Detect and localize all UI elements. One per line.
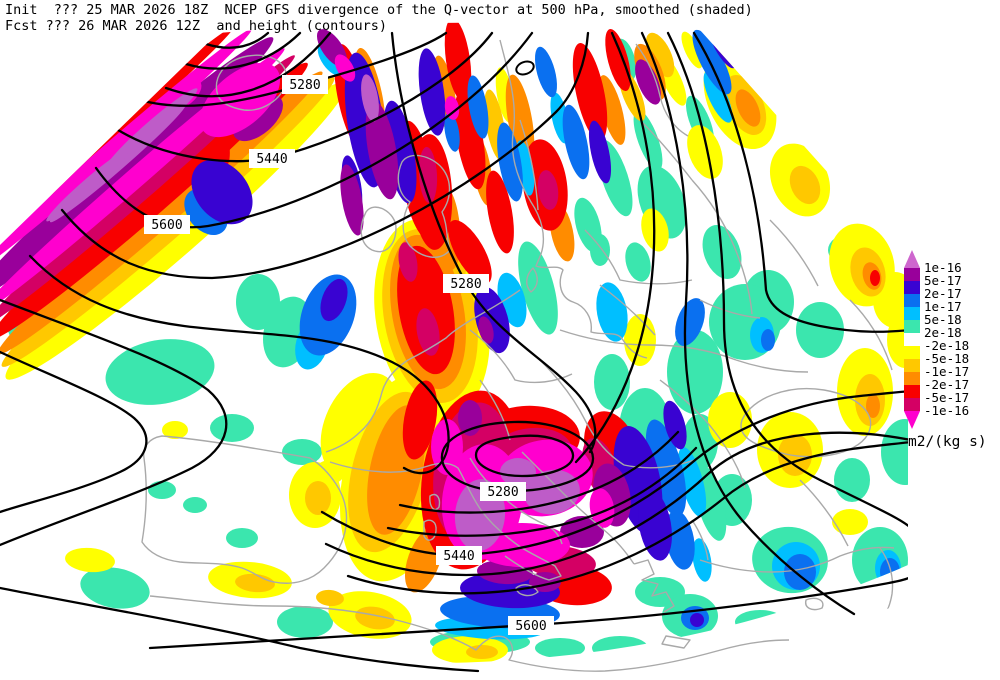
legend-cell [904, 359, 920, 372]
contour-label: 5280 [282, 75, 328, 94]
legend-label: -1e-16 [924, 403, 969, 418]
legend-label: -1e-17 [924, 364, 969, 379]
contour-label: 5600 [144, 215, 190, 234]
contour-label: 5600 [508, 616, 554, 635]
legend-label: -2e-17 [924, 377, 969, 392]
legend-cell [904, 307, 920, 320]
contour-label: 5280 [443, 274, 489, 293]
svg-text:5440: 5440 [256, 152, 287, 167]
svg-text:5600: 5600 [515, 619, 546, 634]
contour-label: 5440 [249, 149, 295, 168]
shade-layer-purple [0, 29, 661, 592]
svg-text:5440: 5440 [443, 549, 474, 564]
legend-cell [904, 281, 920, 294]
legend-cell [904, 372, 920, 385]
legend-units: m2/(kg s) [908, 434, 987, 450]
svg-text:5280: 5280 [450, 277, 481, 292]
legend-label: 1e-16 [924, 260, 962, 275]
legend-label: -5e-18 [924, 351, 969, 366]
contour-label: 5440 [436, 546, 482, 565]
legend-label: 2e-17 [924, 286, 962, 301]
contour-label: 5280 [480, 482, 526, 501]
legend-label: 5e-18 [924, 312, 962, 327]
legend-cell [904, 346, 920, 359]
legend-cell [904, 320, 920, 333]
legend-arrow-top [904, 250, 920, 268]
legend-cell [904, 333, 920, 346]
title-line-1: Init ??? 25 MAR 2026 18Z NCEP GFS diverg… [5, 2, 753, 18]
svg-text:5600: 5600 [151, 218, 182, 233]
coastlines [141, 39, 895, 672]
legend: 1e-16 5e-17 2e-17 1e-17 5e-18 2e-18 -2e-… [904, 250, 987, 450]
legend-label: -2e-18 [924, 338, 969, 353]
contour-labels: 5280 5440 5600 5280 5280 5440 [144, 75, 554, 635]
legend-label: 2e-18 [924, 325, 962, 340]
svg-text:5280: 5280 [487, 485, 518, 500]
legend-cell [904, 268, 920, 281]
legend-cell [904, 398, 920, 411]
legend-arrow-bottom [904, 411, 920, 429]
legend-label: -5e-17 [924, 390, 969, 405]
legend-cell [904, 385, 920, 398]
svg-text:5280: 5280 [289, 78, 320, 93]
legend-label: 1e-17 [924, 299, 962, 314]
shade-layer-orchid [46, 74, 580, 551]
legend-label: 5e-17 [924, 273, 962, 288]
legend-cell [904, 294, 920, 307]
